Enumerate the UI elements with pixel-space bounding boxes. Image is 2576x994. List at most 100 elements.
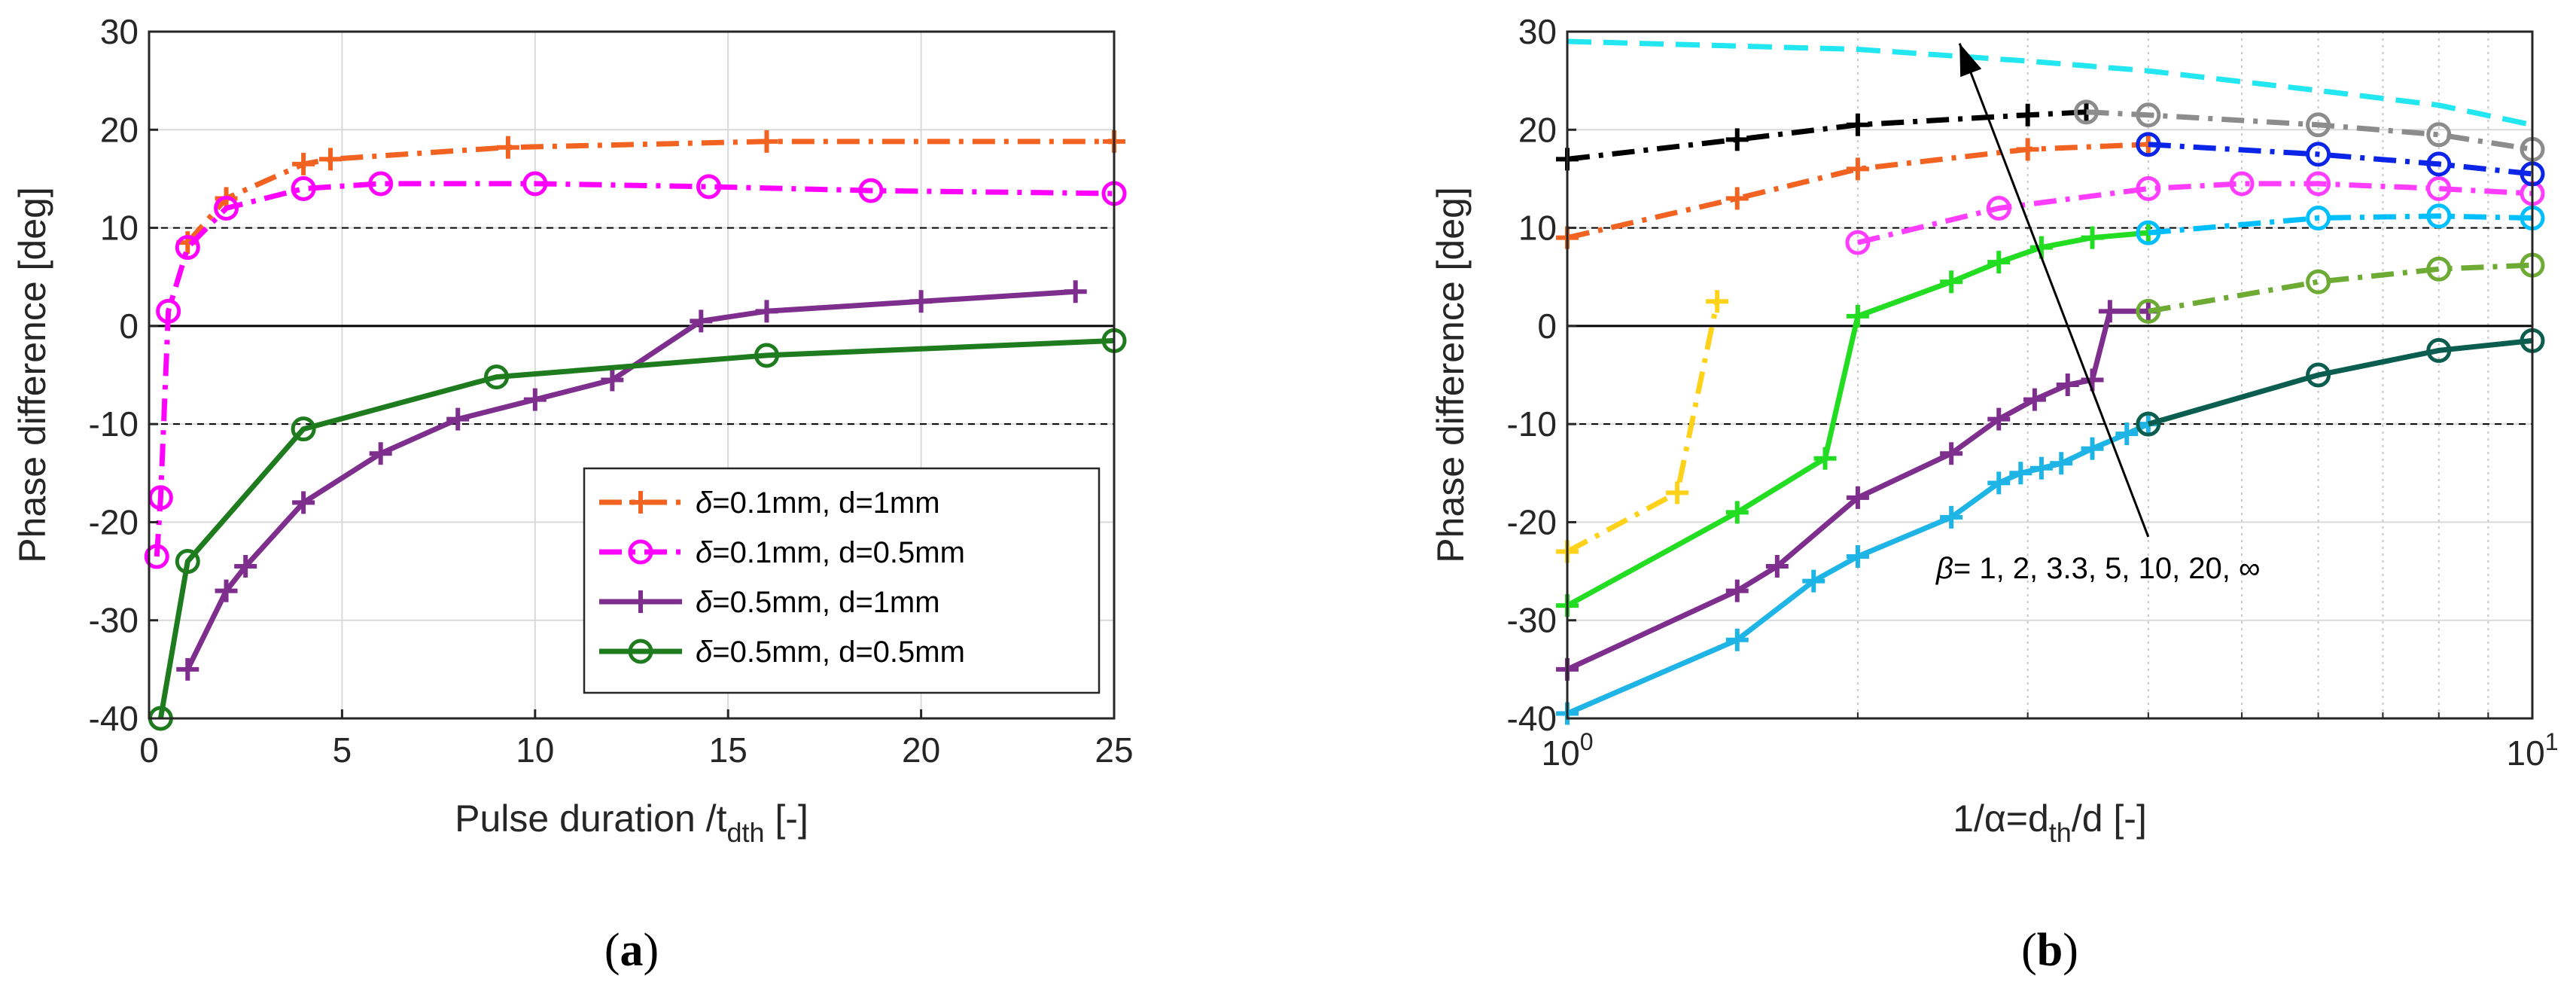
chart-a-ytick-label: 30	[100, 12, 139, 51]
chart-a-series-2-marker	[291, 175, 316, 201]
chart-b-series-2-marker	[2426, 337, 2452, 363]
chart-b-series-3-marker	[1765, 555, 1789, 578]
chart-a-ytick-label: 10	[100, 209, 139, 248]
chart-b-ytick-label: -20	[1507, 502, 1557, 541]
chart-b-series-1-marker	[2115, 422, 2139, 446]
chart-b-series-8-line	[1857, 181, 2533, 245]
chart-b-xlabel-sub: th	[2049, 817, 2072, 848]
chart-b-annotation-arrow-line	[1958, 43, 2150, 538]
chart-a-reference-lines	[149, 227, 1114, 425]
chart-a-series-4-marker	[754, 343, 779, 368]
chart-a-series-4-marker	[291, 416, 316, 442]
chart-b-series-9-line	[1567, 142, 2148, 241]
chart-a-series-3-marker	[369, 442, 392, 465]
chart-a-ytick-label: -10	[89, 404, 139, 444]
chart-a-series-4-line	[157, 337, 1115, 719]
chart-b-xlabel: 1/α=dth/d [-]	[1953, 797, 2147, 848]
chart-a-legend-swatch-marker	[629, 491, 652, 514]
chart-a-series-2-marker	[214, 196, 239, 221]
chart-a-series-1-marker	[319, 148, 343, 171]
chart-b-series-10-marker	[2426, 151, 2452, 177]
chart-a-ytick-label: 0	[119, 306, 139, 346]
chart-b-ytick-label: -30	[1507, 601, 1557, 640]
chart-b-ylabel: Phase difference [deg]	[1430, 187, 1472, 563]
chart-a-series-2-marker	[144, 544, 169, 569]
chart-a-series-3-marker	[690, 309, 713, 333]
chart-a-series-2-marker	[156, 298, 181, 324]
chart-a-panel-letter: a	[620, 925, 644, 976]
chart-b-series-1-marker	[1987, 471, 2011, 495]
chart-a-series-2-line	[154, 181, 1115, 557]
chart-b-ytick-label: -40	[1507, 699, 1557, 738]
chart-b-series-12-marker	[2136, 102, 2161, 128]
chart-a-series-3-marker	[215, 579, 238, 602]
chart-b-ytick-label: 10	[1518, 209, 1557, 248]
chart-b-series-9	[1556, 133, 2160, 249]
chart-b-series-1-marker	[2050, 452, 2073, 475]
chart-b-reference-lines	[1567, 227, 2532, 425]
chart-b-series-1-marker	[1846, 545, 1869, 569]
chart-a-legend-label: δ=0.1mm, d=1mm	[696, 486, 940, 520]
chart-a-series-3-marker	[755, 300, 778, 323]
chart-a-series-3	[176, 280, 1087, 681]
chart-b-axes-frame	[1566, 30, 2534, 720]
chart-b-series-8-marker	[2136, 175, 2161, 201]
chart-b-series-12-marker	[2073, 99, 2099, 125]
chart-a-series-3-marker	[292, 491, 315, 514]
chart-a-series-1-marker	[496, 136, 519, 159]
chart-a-series-4-marker	[175, 549, 200, 575]
chart-b-series-2-marker	[2136, 411, 2161, 437]
chart-b-series-1-marker	[1725, 628, 1749, 651]
chart-b-series-12-line	[2086, 109, 2533, 152]
chart-a-series-3-marker	[909, 290, 933, 313]
chart-b-series-5-marker	[2136, 298, 2161, 324]
chart-a-ytick-label: -40	[89, 699, 139, 738]
chart-a-series-3-marker	[446, 407, 470, 431]
chart-a-legend-swatch-marker	[628, 639, 653, 664]
chart-a-legend-label: δ=0.5mm, d=0.5mm	[696, 636, 965, 669]
chart-b-xtick-label: 101	[2507, 728, 2559, 773]
chart-a-xtick-label: 5	[333, 730, 352, 770]
chart-b-series-1-marker	[2029, 456, 2053, 480]
chart-a-xlabel-main: Pulse duration /t	[455, 797, 726, 840]
chart-b-plot-area	[1567, 32, 2532, 718]
chart-a-legend-label: δ=0.5mm, d=1mm	[696, 586, 940, 619]
chart-a-ytick-label: 20	[100, 110, 139, 149]
chart-a-ticks: -40 -30 -20 -10 0 10 20 30 0 5 10 15 20 25	[89, 12, 1134, 770]
chart-b-ytick-label: -10	[1507, 404, 1557, 444]
chart-a-legend-box	[583, 467, 1101, 694]
chart-b-series-8-marker	[2426, 175, 2452, 201]
chart-b-series-13-line	[1567, 38, 2533, 128]
chart-a-ytick-label: -20	[89, 502, 139, 541]
chart-b-xtick-label: 100	[1542, 728, 1594, 773]
chart-b-series-7-marker	[2426, 203, 2452, 229]
chart-a-xlabel-tail: [-]	[765, 797, 808, 840]
chart-b-series-1-marker	[1802, 569, 1825, 593]
chart-a-legend-label: δ=0.1mm, d=0.5mm	[696, 536, 965, 569]
chart-b-series-4-marker	[1813, 447, 1837, 470]
chart-a-legend-item: δ=0.1mm, d=1mm	[599, 486, 940, 520]
chart-b-series-6-marker	[1666, 481, 1689, 505]
chart-b-series-layer	[1556, 38, 2545, 725]
chart-b-series-6-marker	[1706, 290, 1729, 313]
chart-a-series-3-marker	[601, 368, 624, 392]
chart-b-series-8-marker	[2229, 171, 2255, 197]
chart-b-series-11	[1556, 100, 2098, 171]
chart-a-xtick-label: 20	[902, 730, 940, 770]
chart-b-series-9-marker	[1725, 187, 1749, 210]
chart-a-legend-item: δ=0.1mm, d=0.5mm	[599, 536, 965, 569]
chart-a-series-2-marker	[696, 174, 722, 200]
chart-a-series-1-marker	[755, 130, 778, 153]
chart-b-ytick-label: 20	[1518, 110, 1557, 149]
chart-a-series-3-marker	[234, 555, 257, 578]
chart-b-series-11-marker	[1846, 113, 1869, 136]
chart-a-series-3-marker	[523, 388, 547, 411]
chart-a-legend-item: δ=0.5mm, d=0.5mm	[599, 636, 965, 669]
chart-b-series-1-marker	[2081, 437, 2104, 460]
chart-b-xlabel-main: 1/α=d	[1953, 797, 2049, 840]
chart-b-series-11-marker	[1725, 128, 1749, 151]
chart-a-legend-swatch-marker	[628, 539, 653, 565]
chart-b-series-3-marker	[1725, 579, 1749, 602]
chart-a-xtick-label: 15	[709, 730, 748, 770]
chart-b-series-9-marker	[1846, 157, 1869, 181]
